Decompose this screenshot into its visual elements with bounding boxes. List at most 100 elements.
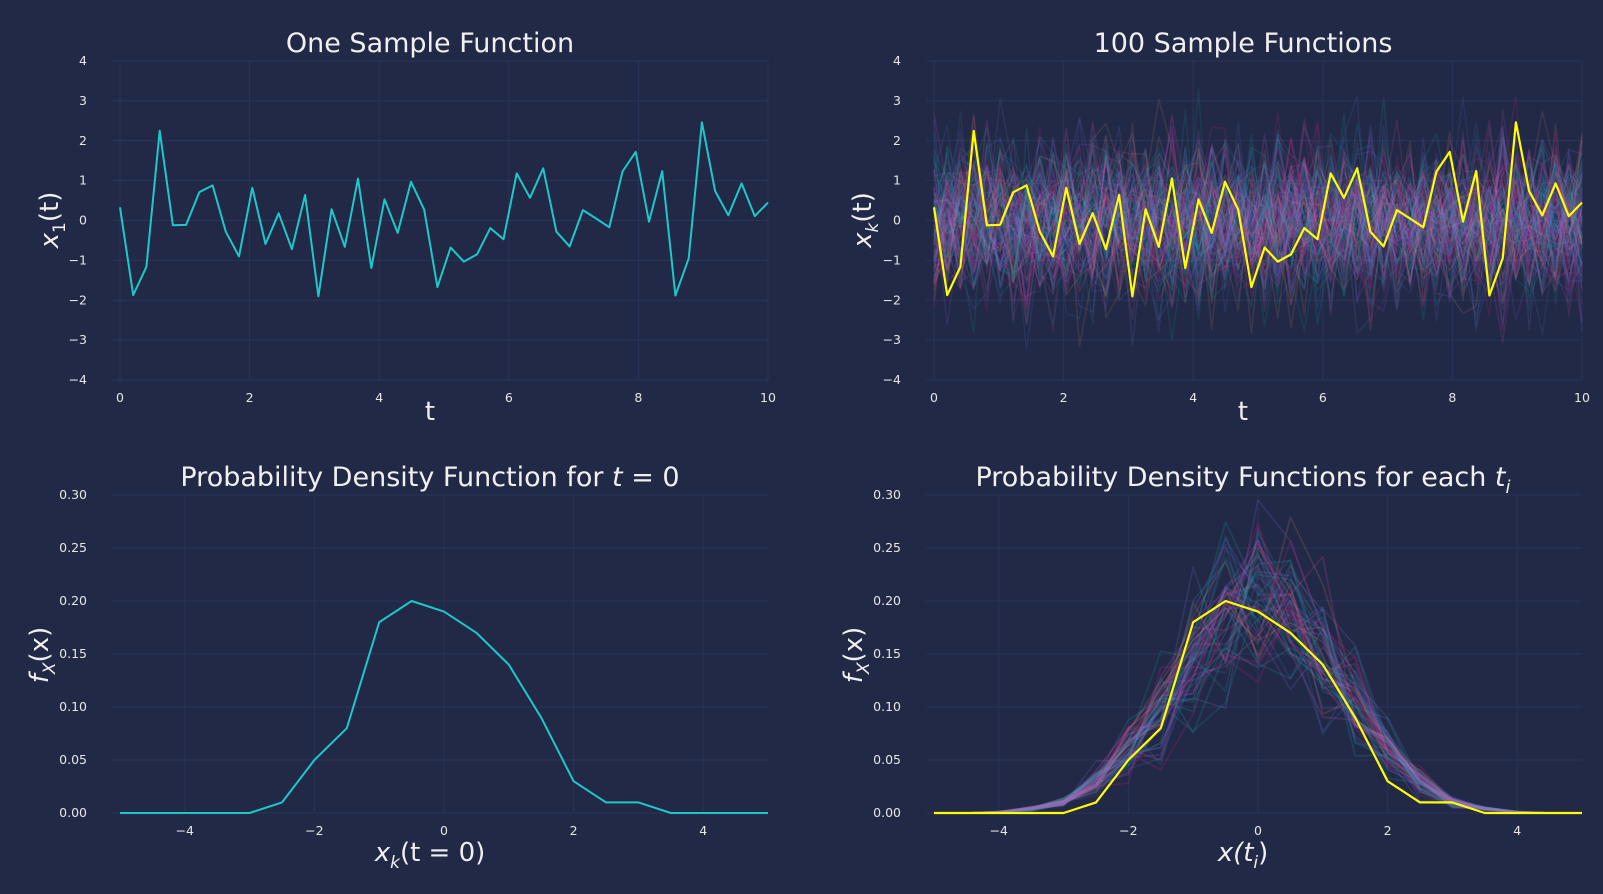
ensemble-line — [933, 120, 1583, 289]
series — [934, 599, 1582, 815]
ensemble-line — [933, 125, 1583, 326]
ensemble-line — [933, 125, 1583, 313]
ensemble-line — [933, 133, 1583, 342]
x-label-sub: k — [390, 853, 401, 873]
ensemble-line — [933, 95, 1583, 303]
ensemble-line — [933, 158, 1583, 301]
ensemble-pdf-line — [934, 540, 1582, 814]
x-label-tail: (t = 0) — [400, 838, 485, 868]
title-main: Probability Density Function for — [180, 462, 612, 493]
ensemble-line — [933, 96, 1583, 285]
y-tick-label: 0 — [893, 213, 901, 228]
y-tick-label: −1 — [69, 252, 87, 267]
ensemble-line — [933, 119, 1583, 289]
x-tick-label: 6 — [1319, 390, 1327, 405]
x-tick-label: −4 — [176, 823, 194, 838]
ensemble-line — [933, 132, 1583, 287]
ensemble-line — [933, 138, 1583, 281]
ensemble-line — [933, 146, 1583, 306]
ensemble-line — [933, 122, 1583, 300]
ensemble-line — [933, 88, 1583, 298]
y-axis-label: x1(t) — [35, 192, 70, 250]
y-tick-label: 0.25 — [59, 540, 87, 555]
ensemble-pdf-line — [934, 555, 1582, 814]
ensemble-pdf-line — [934, 537, 1582, 814]
series — [119, 121, 769, 298]
ensemble-pdf-line — [934, 607, 1582, 814]
ensemble-pdf-line — [934, 567, 1582, 814]
x-axis-label: x(ti) — [1217, 838, 1269, 873]
y-tick-label: 0.10 — [873, 699, 901, 714]
ensemble-line — [933, 133, 1583, 334]
ensemble-line — [933, 124, 1583, 290]
y-label-sub: X — [854, 662, 874, 675]
ensemble-pdf-line — [934, 537, 1582, 814]
ensemble-line — [933, 139, 1583, 293]
ensemble-line — [933, 136, 1583, 328]
y-tick-label: −3 — [883, 332, 901, 347]
y-tick-label: 0 — [79, 213, 87, 228]
x-tick-label: −2 — [305, 823, 323, 838]
ensemble-line — [933, 137, 1583, 288]
ensemble-line — [933, 133, 1583, 261]
ensemble-line — [933, 141, 1583, 307]
panel-one-sample-function: One Sample Function 0 2 4 6 8 10 −4−3−2−10123… — [35, 28, 776, 427]
ensemble-line — [933, 142, 1583, 321]
y-tick-label: 0.05 — [873, 752, 901, 767]
panel-pdf-t0: Probability Density Function for t = 0 −… — [25, 462, 768, 873]
title-main: Probability Density Functions for each — [975, 462, 1494, 493]
title-tail: = 0 — [623, 462, 680, 493]
x-tick-labels: 0 2 4 6 8 10 — [116, 390, 776, 405]
x-tick-label: 6 — [505, 390, 513, 405]
y-tick-labels: −4 −3 −2 −1 0 1 2 3 4 — [883, 53, 901, 387]
title-math: t — [1495, 462, 1507, 493]
y-tick-label: 0.20 — [59, 593, 87, 608]
ensemble-pdf-line — [934, 573, 1582, 814]
ensemble-pdf-line — [934, 543, 1582, 814]
ensemble-pdf-line — [934, 560, 1582, 814]
ensemble-pdf-line — [934, 527, 1582, 814]
x-tick-label: 4 — [699, 823, 707, 838]
x-tick-label: 8 — [1448, 390, 1456, 405]
panel-pdfs-each-ti: Probability Density Functions for each t… — [839, 462, 1582, 873]
y-label-tail: (x) — [25, 627, 55, 663]
y-tick-label: 3 — [893, 93, 901, 108]
ensemble-line — [933, 150, 1583, 322]
chart-title: Probability Density Functions for each t… — [975, 462, 1510, 498]
y-axis-label: fX(x) — [25, 627, 60, 684]
x-tick-labels: −4 −2 0 2 4 — [176, 823, 708, 838]
ensemble-line — [933, 146, 1583, 325]
ensemble-line — [933, 152, 1583, 306]
y-tick-label: 0.00 — [873, 805, 901, 820]
y-label-tail: (x) — [839, 627, 869, 663]
ensemble-line — [933, 116, 1583, 302]
ensemble-line — [933, 110, 1583, 289]
ensemble-line — [933, 122, 1583, 302]
ensemble-line — [933, 134, 1583, 298]
x-axis-label: t — [1238, 397, 1248, 427]
ensemble-pdf-line — [934, 607, 1582, 814]
ensemble-line — [933, 112, 1583, 321]
ensemble-line — [933, 117, 1583, 305]
ensemble-line — [933, 139, 1583, 306]
x-tick-label: −2 — [1119, 823, 1137, 838]
ensemble-line — [933, 109, 1583, 286]
x-tick-label: 4 — [1513, 823, 1521, 838]
ensemble-line — [933, 141, 1583, 313]
ensemble-line — [933, 121, 1583, 310]
ensemble-line — [933, 134, 1583, 332]
series — [932, 121, 1583, 298]
y-tick-label: 0.25 — [873, 540, 901, 555]
ensemble-line — [933, 136, 1583, 326]
ensemble-line — [933, 141, 1583, 318]
y-label-base: x — [35, 232, 65, 249]
ensemble-line — [933, 153, 1583, 332]
y-tick-label: 2 — [79, 133, 87, 148]
x-label-base: x(t — [1217, 838, 1255, 868]
ensemble-line — [933, 119, 1583, 331]
y-label-sub: 1 — [50, 222, 70, 233]
ensemble-line — [933, 147, 1583, 296]
ensemble-line — [933, 137, 1583, 297]
y-tick-label: −4 — [69, 372, 87, 387]
ensemble-line — [933, 129, 1583, 331]
